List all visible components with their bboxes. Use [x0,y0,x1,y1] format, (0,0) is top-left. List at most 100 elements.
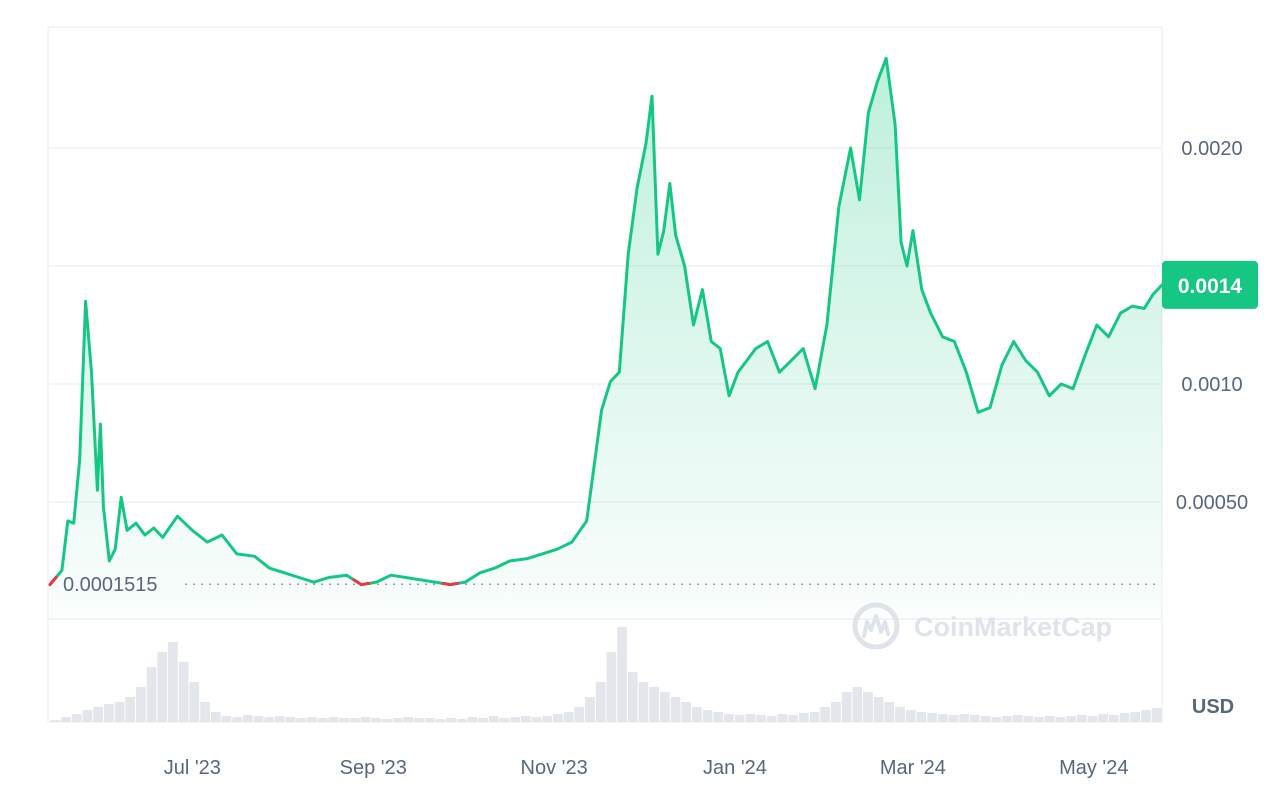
volume-bar [820,707,830,722]
volume-bar [403,717,413,722]
volume-bar [852,687,863,722]
volume-bar [1044,716,1055,722]
volume-bar [210,712,221,722]
volume-bar [1109,715,1119,722]
volume-bar [670,697,681,722]
volume-bar [521,716,531,722]
volume-bar [734,715,745,722]
x-tick-label: Sep '23 [340,757,407,779]
volume-bar [980,716,991,722]
x-tick-label: Jul '23 [164,757,221,779]
volume-bar [756,715,766,722]
volume-bar [542,716,552,722]
current-price-badge-bg [1162,260,1258,309]
volume-bar [221,716,232,722]
volume-bar [809,712,820,722]
current-price-label: 0.0014 [1178,275,1243,298]
volume-bar [93,707,103,722]
volume-bar [873,697,884,722]
volume-bar [1066,716,1076,722]
volume-bar [157,652,168,722]
price-line [48,56,1164,587]
volume-bar [777,714,788,722]
volume-bar [104,704,114,722]
volume-bar [382,719,392,722]
volume-bar [328,717,339,722]
price-line-below-baseline [48,576,460,587]
volume-bar [713,712,724,722]
volume-bar [606,652,617,722]
volume-bar [938,714,948,722]
volume-bar [563,712,574,722]
volume-bar [50,720,61,722]
volume-bar [71,714,82,722]
volume-bar [510,717,520,722]
x-tick-label: Jan '24 [703,757,767,779]
volume-bar [414,718,424,722]
volume-bar [424,718,435,722]
volume-bar [905,710,916,722]
volume-bar [681,702,691,722]
volume-bar [168,642,178,722]
volume-bar [745,714,756,722]
volume-bar [1151,708,1162,722]
volume-bars [50,627,1162,722]
y-tick-label: 0.0010 [1181,374,1242,396]
volume-bar [948,715,959,722]
volume-bar [114,702,125,722]
volume-bar [435,719,446,722]
volume-bar [841,692,852,722]
currency-label: USD [1192,696,1234,718]
volume-bar [766,716,777,722]
volume-bar [371,718,381,722]
volume-bar [1023,716,1034,722]
watermark-text: CoinMarketCap [914,612,1112,642]
volume-bar [296,718,307,722]
volume-bar [1130,712,1141,722]
x-axis-ticks: Jul '23 Sep '23 Nov '23 Jan '24 Mar '24 May '… [164,757,1129,779]
volume-bar [285,717,296,722]
volume-bar [456,719,467,722]
x-tick-label: Mar '24 [880,757,946,779]
volume-bar [531,717,542,722]
volume-bar [660,692,670,722]
volume-bar [307,717,317,722]
volume-bar [884,702,895,722]
volume-bar [1141,710,1151,722]
price-area [50,58,1162,621]
volume-bar [702,710,713,722]
volume-bar [146,667,157,722]
volume-bar [339,718,349,722]
volume-bar [253,716,264,722]
volume-bar [799,713,809,722]
volume-bar [585,697,595,722]
volume-bar [1002,716,1012,722]
volume-bar [638,682,649,722]
volume-bar [136,687,146,722]
volume-bar [895,707,905,722]
volume-bar [1012,715,1023,722]
volume-bar [82,710,93,722]
volume-bar [617,627,627,722]
volume-bar [991,717,1002,722]
x-tick-label: May '24 [1059,757,1128,779]
volume-bar [927,713,937,722]
volume-bar [349,718,360,722]
volume-bar [178,662,189,722]
volume-bar [1098,714,1108,722]
volume-bar [1087,716,1098,722]
volume-bar [595,682,606,722]
baseline-price-label: 0.0001515 [63,574,158,596]
volume-bar [467,717,478,722]
volume-bar [317,718,328,722]
volume-bar [488,716,499,722]
volume-bar [61,717,71,722]
volume-bar [478,718,488,722]
volume-bar [392,718,403,722]
y-tick-label: 0.00050 [1176,492,1248,514]
volume-bar [200,702,210,722]
volume-bar [627,672,638,722]
volume-bar [692,707,702,722]
